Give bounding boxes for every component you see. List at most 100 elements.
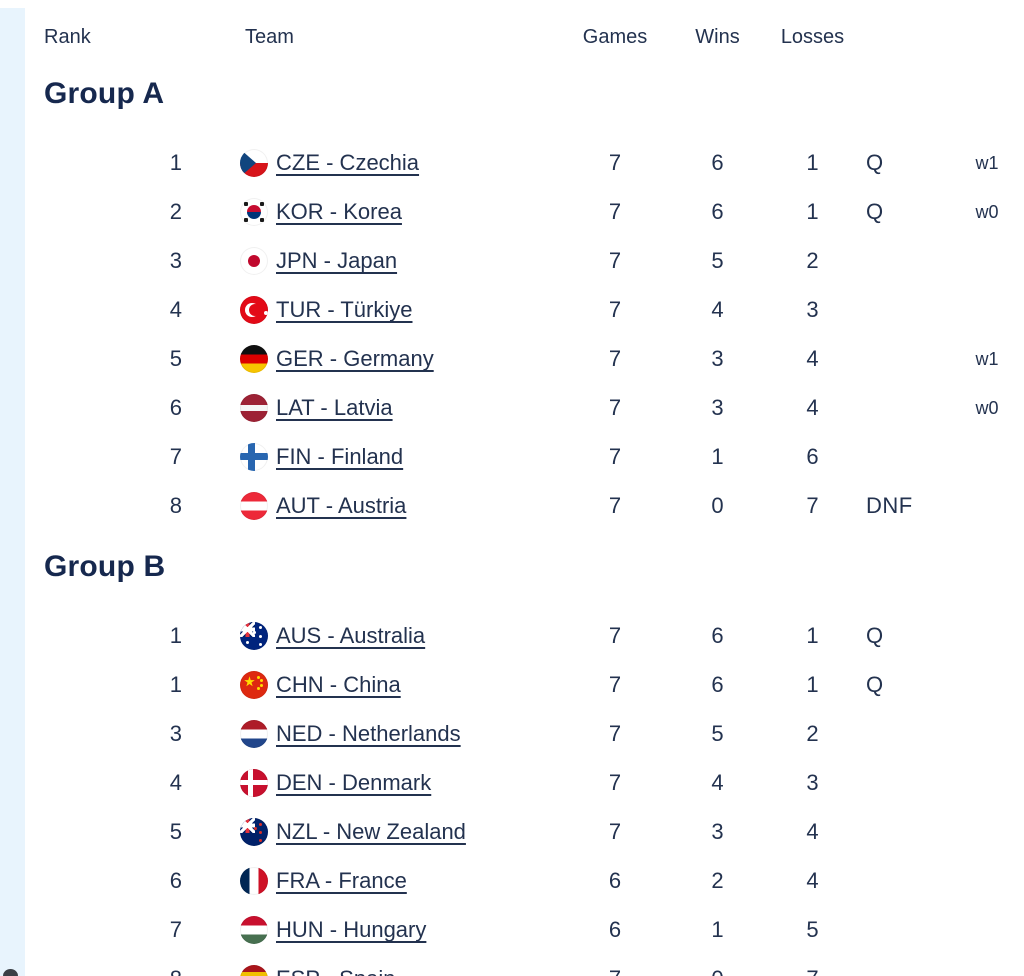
losses-cell: 1 — [806, 199, 819, 225]
losses-cell: 5 — [806, 917, 819, 943]
rank-cell: 1 — [169, 672, 182, 698]
team-link[interactable]: AUS - Australia — [276, 623, 426, 649]
left-accent-strip — [0, 8, 25, 976]
team-cell: NZL - New Zealand — [240, 818, 560, 847]
standings-table-body: Group A 1 CZE - Czechia 7 6 1 Q w1 2 KOR… — [0, 74, 1024, 976]
losses-cell: 7 — [765, 966, 860, 976]
games-cell: 6 — [608, 917, 622, 943]
team-cell: FIN - Finland — [240, 443, 560, 472]
qualified-badge: Q — [866, 199, 884, 225]
table-row: 7 FIN - Finland 7 1 6 — [0, 433, 1024, 482]
flag-ger-icon — [240, 345, 268, 374]
games-cell: 7 — [608, 721, 622, 747]
team-link[interactable]: AUT - Austria — [276, 493, 407, 519]
losses-cell: 4 — [806, 395, 819, 421]
team-link[interactable]: CZE - Czechia — [276, 150, 420, 176]
table-row: 1 CHN - China 7 6 1 Q — [0, 661, 1024, 710]
losses-cell: 7 — [806, 493, 819, 519]
team-link[interactable]: KOR - Korea — [276, 199, 402, 225]
column-header-losses: Losses — [780, 25, 845, 48]
group-heading: Group A — [44, 77, 165, 110]
wins-cell: 5 — [711, 248, 724, 274]
table-row: 3 NED - Netherlands 7 5 2 — [0, 710, 1024, 759]
streak-label: w1 — [975, 152, 999, 173]
games-cell: 7 — [608, 150, 622, 176]
qualified-badge: Q — [866, 150, 884, 176]
games-cell: 7 — [608, 297, 622, 323]
games-cell: 7 — [608, 819, 622, 845]
games-cell: 7 — [608, 248, 622, 274]
team-cell: NED - Netherlands — [240, 720, 560, 749]
team-link[interactable]: FIN - Finland — [276, 444, 404, 470]
games-cell: 7 — [608, 672, 622, 698]
table-row: 5 GER - Germany 7 3 4 w1 — [0, 335, 1024, 384]
team-link[interactable]: FRA - France — [276, 868, 407, 894]
streak-label: w0 — [975, 397, 999, 418]
team-link[interactable]: DEN - Denmark — [276, 770, 432, 796]
losses-cell: 4 — [806, 819, 819, 845]
team-link[interactable]: JPN - Japan — [276, 248, 398, 274]
rank-cell: 8 — [0, 966, 240, 976]
team-link[interactable]: TUR - Türkiye — [276, 297, 413, 323]
flag-ned-icon — [240, 720, 268, 749]
losses-cell: 1 — [806, 672, 819, 698]
column-header-rank: Rank — [44, 25, 91, 48]
losses-cell: 6 — [806, 444, 819, 470]
flag-lat-icon — [240, 394, 268, 423]
table-row: 4 TUR - Türkiye 7 4 3 — [0, 286, 1024, 335]
rank-cell: 1 — [169, 150, 182, 176]
streak-label: w1 — [975, 348, 999, 369]
games-cell: 6 — [608, 868, 622, 894]
table-row: 6 LAT - Latvia 7 3 4 w0 — [0, 384, 1024, 433]
team-link[interactable]: ESP - Spain — [276, 966, 395, 976]
team-cell: TUR - Türkiye — [240, 296, 560, 325]
flag-fra-icon — [240, 867, 268, 896]
losses-cell: 1 — [806, 623, 819, 649]
team-cell: AUS - Australia — [240, 622, 560, 651]
group-rows: 1 AUS - Australia 7 6 1 Q 1 CHN - China … — [0, 612, 1024, 976]
team-cell: HUN - Hungary — [240, 916, 560, 945]
games-cell: 7 — [608, 199, 622, 225]
table-row: 7 HUN - Hungary 6 1 5 — [0, 906, 1024, 955]
rank-cell: 1 — [169, 623, 182, 649]
rank-cell: 8 — [169, 493, 182, 519]
column-header-wins: Wins — [695, 25, 740, 48]
team-cell: CHN - China — [240, 671, 560, 700]
wins-cell: 6 — [711, 199, 724, 225]
team-link[interactable]: GER - Germany — [276, 346, 434, 372]
team-link[interactable]: NED - Netherlands — [276, 721, 461, 747]
rank-cell: 5 — [169, 819, 182, 845]
flag-jpn-icon — [240, 247, 268, 276]
table-row: 5 NZL - New Zealand 7 3 4 — [0, 808, 1024, 857]
rank-cell: 7 — [169, 444, 182, 470]
wins-cell: 1 — [711, 444, 724, 470]
wins-cell: 6 — [711, 150, 724, 176]
team-cell: JPN - Japan — [240, 247, 560, 276]
losses-cell: 1 — [806, 150, 819, 176]
rank-cell: 4 — [169, 770, 182, 796]
games-cell: 7 — [608, 395, 622, 421]
games-cell: 7 — [608, 493, 622, 519]
losses-cell: 2 — [806, 721, 819, 747]
wins-cell: 0 — [711, 493, 724, 519]
group-section: Group B 1 AUS - Australia 7 6 1 Q 1 CHN … — [0, 547, 1024, 976]
rank-cell: 7 — [169, 917, 182, 943]
wins-cell: 1 — [711, 917, 724, 943]
flag-chn-icon — [240, 671, 268, 700]
team-cell: LAT - Latvia — [240, 394, 560, 423]
flag-cze-icon — [240, 149, 268, 178]
rank-cell: 3 — [169, 248, 182, 274]
flag-hun-icon — [240, 916, 268, 945]
team-link[interactable]: HUN - Hungary — [276, 917, 427, 943]
column-header-games: Games — [582, 25, 648, 48]
team-link[interactable]: LAT - Latvia — [276, 395, 393, 421]
rank-cell: 2 — [169, 199, 182, 225]
wins-cell: 3 — [711, 346, 724, 372]
team-link[interactable]: CHN - China — [276, 672, 401, 698]
rank-cell: 6 — [169, 868, 182, 894]
team-link[interactable]: NZL - New Zealand — [276, 819, 466, 845]
qualified-badge: DNF — [866, 493, 913, 519]
cutoff-partial-icon — [3, 969, 18, 976]
team-cell: KOR - Korea — [240, 198, 560, 227]
